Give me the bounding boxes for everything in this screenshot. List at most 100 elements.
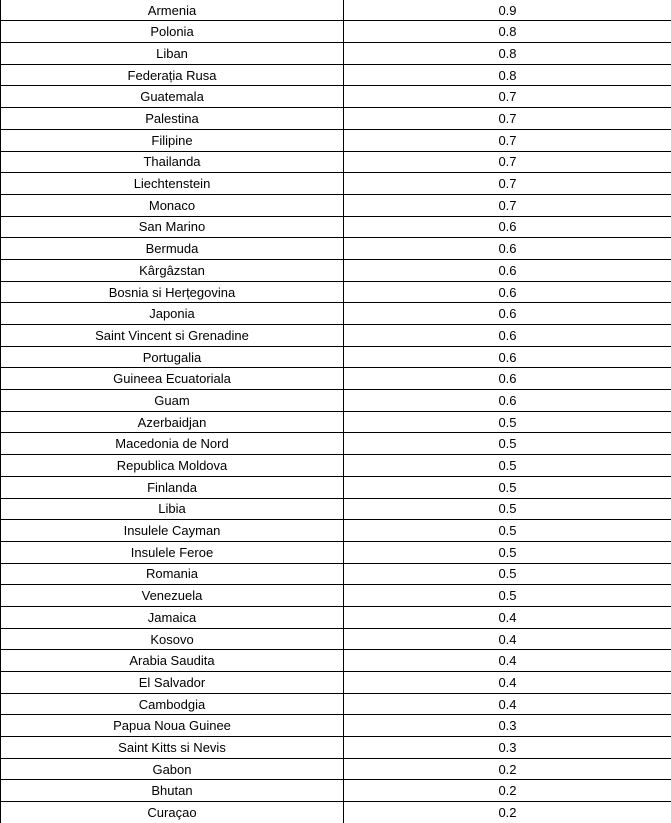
table-row: Polonia 0.8 — [0, 20, 671, 44]
country-cell: Romania — [0, 562, 344, 586]
table-row: El Salvador 0.4 — [0, 671, 671, 694]
country-cell: El Salvador — [0, 671, 344, 694]
country-cell: Saint Kitts si Nevis — [0, 736, 344, 759]
table-row: Bermuda 0.6 — [0, 237, 671, 260]
table-row: Monaco 0.7 — [0, 193, 671, 217]
table-row: Saint Vincent si Grenadine 0.6 — [0, 324, 671, 347]
country-cell: Armenia — [0, 0, 344, 22]
value-cell: 0.5 — [343, 584, 671, 607]
country-cell: Republica Moldova — [0, 454, 344, 477]
value-cell: 0.5 — [343, 540, 671, 564]
country-cell: Libia — [0, 497, 344, 521]
country-cell: Finlanda — [0, 475, 344, 499]
table-row: Arabia Saudita 0.4 — [0, 649, 671, 673]
table-row: Insulele Cayman 0.5 — [0, 519, 671, 542]
value-cell: 0.4 — [343, 627, 671, 651]
value-cell: 0.7 — [343, 128, 671, 152]
value-cell: 0.7 — [343, 107, 671, 130]
value-cell: 0.4 — [343, 671, 671, 694]
table-row: Finlanda 0.5 — [0, 475, 671, 499]
table-row: Guatemala 0.7 — [0, 85, 671, 109]
table-row: Liban 0.8 — [0, 42, 671, 65]
value-cell: 0.5 — [343, 432, 671, 456]
value-cell: 0.6 — [343, 280, 671, 304]
table-row: Bhutan 0.2 — [0, 779, 671, 803]
table-row: Macedonia de Nord 0.5 — [0, 432, 671, 456]
value-cell: 0.8 — [343, 63, 671, 87]
table-row: Kosovo 0.4 — [0, 627, 671, 651]
table-row: Japonia 0.6 — [0, 302, 671, 326]
country-cell: Gabon — [0, 757, 344, 781]
table-row: Azerbaidjan 0.5 — [0, 410, 671, 434]
table-row: Armenia 0.9 — [0, 0, 671, 22]
country-cell: Polonia — [0, 20, 344, 44]
value-cell: 0.8 — [343, 42, 671, 65]
value-cell: 0.5 — [343, 475, 671, 499]
table-row: Bosnia si Herțegovina 0.6 — [0, 280, 671, 304]
value-cell: 0.6 — [343, 258, 671, 282]
country-cell: Bosnia si Herțegovina — [0, 280, 344, 304]
table-row: Liechtenstein 0.7 — [0, 172, 671, 195]
table-row: Papua Noua Guinee 0.3 — [0, 714, 671, 738]
country-cell: Curaçao — [0, 801, 344, 823]
country-cell: Guineea Ecuatoriala — [0, 367, 344, 391]
table-row: Guineea Ecuatoriala 0.6 — [0, 367, 671, 391]
value-cell: 0.5 — [343, 519, 671, 542]
table-row: Saint Kitts si Nevis 0.3 — [0, 736, 671, 759]
table-row: Insulele Feroe 0.5 — [0, 540, 671, 564]
country-cell: Liechtenstein — [0, 172, 344, 195]
value-cell: 0.3 — [343, 714, 671, 738]
table-row: Kârgâzstan 0.6 — [0, 258, 671, 282]
value-cell: 0.6 — [343, 367, 671, 391]
country-cell: Cambodgia — [0, 692, 344, 716]
table-row: Venezuela 0.5 — [0, 584, 671, 607]
value-cell: 0.6 — [343, 302, 671, 326]
value-cell: 0.9 — [343, 0, 671, 22]
country-cell: Macedonia de Nord — [0, 432, 344, 456]
value-cell: 0.5 — [343, 454, 671, 477]
table-row: Guam 0.6 — [0, 389, 671, 412]
country-cell: Arabia Saudita — [0, 649, 344, 673]
value-cell: 0.7 — [343, 172, 671, 195]
country-cell: Bermuda — [0, 237, 344, 260]
country-cell: Azerbaidjan — [0, 410, 344, 434]
value-cell: 0.2 — [343, 779, 671, 803]
country-cell: Filipine — [0, 128, 344, 152]
table-row: Portugalia 0.6 — [0, 345, 671, 369]
country-cell: Papua Noua Guinee — [0, 714, 344, 738]
value-cell: 0.5 — [343, 562, 671, 586]
country-cell: Guatemala — [0, 85, 344, 109]
value-cell: 0.5 — [343, 410, 671, 434]
table-row: Filipine 0.7 — [0, 128, 671, 152]
value-cell: 0.8 — [343, 20, 671, 44]
country-cell: Venezuela — [0, 584, 344, 607]
country-cell: Jamaica — [0, 605, 344, 629]
table-row: Romania 0.5 — [0, 562, 671, 586]
country-cell: Insulele Feroe — [0, 540, 344, 564]
country-cell: Saint Vincent si Grenadine — [0, 324, 344, 347]
table-row: Libia 0.5 — [0, 497, 671, 521]
country-cell: Japonia — [0, 302, 344, 326]
value-cell: 0.2 — [343, 757, 671, 781]
value-cell: 0.4 — [343, 692, 671, 716]
value-cell: 0.7 — [343, 85, 671, 109]
table-row: Federația Rusa 0.8 — [0, 63, 671, 87]
country-cell: Thailanda — [0, 150, 344, 174]
table-row: Gabon 0.2 — [0, 757, 671, 781]
value-cell: 0.2 — [343, 801, 671, 823]
table-row: Cambodgia 0.4 — [0, 692, 671, 716]
country-cell: Federația Rusa — [0, 63, 344, 87]
value-cell: 0.6 — [343, 215, 671, 239]
value-cell: 0.7 — [343, 193, 671, 217]
value-cell: 0.3 — [343, 736, 671, 759]
country-cell: Kosovo — [0, 627, 344, 651]
value-cell: 0.6 — [343, 324, 671, 347]
table-row: Thailanda 0.7 — [0, 150, 671, 174]
country-cell: Guam — [0, 389, 344, 412]
value-cell: 0.4 — [343, 605, 671, 629]
table-row: Curaçao 0.2 — [0, 801, 671, 823]
value-cell: 0.6 — [343, 345, 671, 369]
value-cell: 0.4 — [343, 649, 671, 673]
